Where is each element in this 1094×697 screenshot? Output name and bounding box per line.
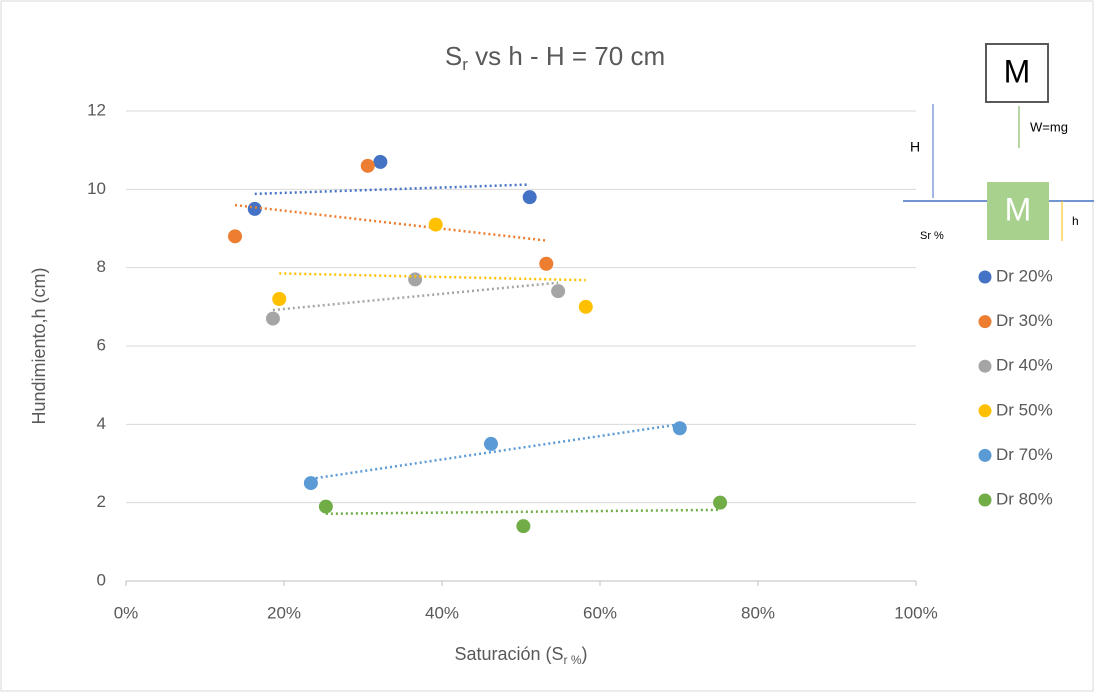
point xyxy=(428,217,443,232)
x-label-sub: r % xyxy=(564,653,582,667)
legend-marker xyxy=(978,270,992,284)
point xyxy=(483,436,498,451)
x-label-main: Saturación (S xyxy=(454,644,563,664)
legend-label: Dr 80% xyxy=(996,489,1053,508)
point xyxy=(318,499,333,514)
y-tick-label: 2 xyxy=(97,492,106,511)
point xyxy=(408,272,423,287)
x-tick-label: 80% xyxy=(741,603,775,622)
legend-marker xyxy=(978,448,992,462)
legend-label: Dr 50% xyxy=(996,400,1053,419)
legend-marker xyxy=(978,404,992,418)
x-tick-label: 0% xyxy=(114,603,139,622)
y-tick-label: 10 xyxy=(87,179,106,198)
saturation-label: Sr % xyxy=(920,230,944,242)
chart-title: Sr vs h - H = 70 cm xyxy=(445,41,665,75)
x-tick-label: 20% xyxy=(267,603,301,622)
x-label-rest: ) xyxy=(582,644,588,664)
y-tick-label: 8 xyxy=(97,257,106,276)
trendline xyxy=(279,272,586,282)
y-tick-label: 4 xyxy=(97,414,106,433)
legend-marker xyxy=(978,359,992,373)
point xyxy=(265,311,280,326)
point xyxy=(272,292,287,306)
title-sub: r xyxy=(462,55,468,74)
legend-label: Dr 70% xyxy=(996,445,1053,464)
point xyxy=(672,421,687,436)
trendline xyxy=(310,422,680,481)
title-rest: vs h - H = 70 cm xyxy=(468,41,665,71)
mass-label: M xyxy=(1004,53,1031,89)
point xyxy=(522,190,537,205)
point xyxy=(373,154,388,169)
diagram: M W=mg H Sr % M h xyxy=(903,43,1094,242)
point xyxy=(516,519,531,534)
y-tick-label: 12 xyxy=(87,100,106,119)
weight-label: W=mg xyxy=(1030,119,1068,134)
height-label: H xyxy=(910,139,920,155)
point xyxy=(228,229,243,244)
mass-box-settled xyxy=(987,182,1049,240)
x-axis-label: Saturación (Sr %) xyxy=(454,644,587,667)
legend-label: Dr 40% xyxy=(996,356,1053,375)
point xyxy=(360,158,375,173)
point xyxy=(551,284,566,299)
point xyxy=(539,256,554,271)
settlement-label: h xyxy=(1072,214,1079,228)
trendline xyxy=(234,203,547,242)
y-tick-label: 0 xyxy=(97,570,106,589)
trendline xyxy=(254,183,530,196)
point xyxy=(578,299,593,314)
title-main: S xyxy=(445,41,462,71)
legend-marker xyxy=(978,493,992,507)
legend-label: Dr 20% xyxy=(996,266,1053,285)
mass-label-settled: M xyxy=(1005,191,1032,227)
point xyxy=(713,495,728,510)
legend-label: Dr 30% xyxy=(996,311,1053,330)
x-tick-label: 100% xyxy=(894,603,937,622)
point xyxy=(247,201,262,216)
x-tick-label: 40% xyxy=(425,603,459,622)
y-axis-label: Hundimiento,h (cm) xyxy=(29,267,49,424)
mass-box xyxy=(985,43,1049,103)
point xyxy=(303,476,318,491)
trendline xyxy=(325,508,721,516)
x-tick-label: 60% xyxy=(583,603,617,622)
legend-marker xyxy=(978,315,992,329)
y-tick-label: 6 xyxy=(97,335,106,354)
